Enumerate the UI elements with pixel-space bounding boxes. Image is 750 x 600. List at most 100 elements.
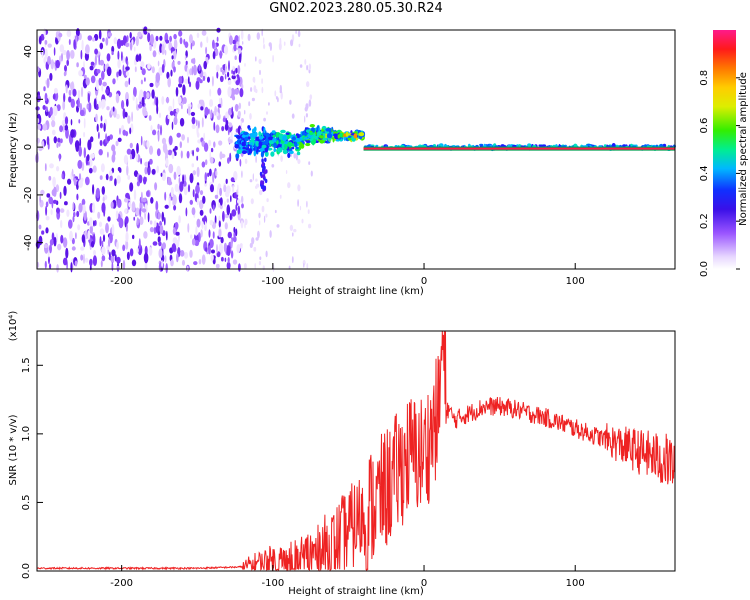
- spectrogram-noise-blob: [234, 103, 239, 112]
- spectrogram-noise-blob: [63, 185, 67, 196]
- x-tick-label: 0: [421, 276, 427, 287]
- spectrogram-noise-blob: [310, 170, 313, 177]
- spectrogram-noise-blob: [92, 255, 97, 267]
- spectrogram-noise-blob: [100, 260, 103, 268]
- spectrogram-noise-blob: [297, 184, 301, 192]
- spectrogram-noise-blob: [287, 182, 291, 189]
- spectrogram-signal-blob: [258, 141, 263, 148]
- spectrogram-signal-blob: [287, 152, 291, 159]
- spectrogram-noise-blob: [100, 115, 103, 122]
- spectrogram-noise-blob: [129, 41, 133, 51]
- spectrogram-noise-blob: [216, 36, 219, 42]
- spectrogram-noise-blob: [192, 57, 196, 65]
- spectrogram-noise-blob: [100, 163, 105, 173]
- spectrogram-noise-blob: [247, 33, 251, 42]
- spectrogram-noise-blob: [101, 186, 106, 195]
- spectrogram-noise-blob: [242, 41, 244, 45]
- spectrogram-noise-blob: [176, 132, 181, 138]
- spectrogram-noise-blob: [48, 196, 53, 205]
- spectrogram-noise-blob: [236, 213, 239, 217]
- spectrogram-noise-blob: [218, 228, 222, 238]
- snr-series-line: [36, 330, 676, 573]
- spectrogram-noise-blob: [306, 200, 308, 208]
- spectrogram-noise-blob: [175, 108, 180, 113]
- spectrogram-noise-blob: [185, 60, 188, 65]
- spectrogram-noise-blob: [67, 178, 72, 185]
- spectrogram-noise-blob: [101, 202, 106, 213]
- spectrogram-noise-blob: [77, 224, 81, 231]
- spectrogram-noise-blob: [128, 77, 131, 86]
- spectrogram-noise-blob: [173, 39, 178, 50]
- spectrogram-signal-blob: [332, 137, 335, 143]
- spectrogram-noise-blob: [200, 41, 203, 48]
- spectrogram-signal-blob: [262, 185, 266, 191]
- spectrogram-noise-blob: [215, 64, 220, 72]
- spectrogram-noise-blob: [85, 77, 90, 86]
- spectrogram-noise-blob: [111, 249, 116, 257]
- spectrogram-noise-blob: [90, 241, 95, 248]
- spectrogram-noise-blob: [92, 184, 95, 195]
- spectrogram-noise-blob: [175, 231, 180, 236]
- spectrogram-noise-blob: [147, 63, 151, 70]
- spectrogram-noise-blob: [63, 123, 65, 133]
- spectrogram-noise-blob: [259, 256, 262, 261]
- spectrogram-noise-blob: [65, 247, 69, 259]
- spectrogram-noise-blob: [244, 63, 246, 67]
- spectrogram-noise-field: [35, 26, 313, 274]
- snr-panel: -200 -100 0 100 0.0 0.5 1.0 1.5 Height of stra…: [8, 311, 676, 597]
- spectrogram-signal-blob: [303, 137, 310, 140]
- spectrogram-signal-blob: [273, 142, 277, 149]
- spectrogram-noise-blob: [92, 202, 96, 214]
- spectrogram-noise-blob: [227, 126, 230, 136]
- spectrogram-noise-blob: [56, 166, 60, 172]
- spectrogram-noise-blob: [238, 102, 242, 110]
- spectrogram-noise-blob: [80, 86, 84, 98]
- spectrogram-noise-blob: [158, 66, 163, 76]
- spectrogram-noise-blob: [201, 161, 206, 168]
- spectrogram-noise-blob: [165, 157, 169, 167]
- y-tick-label: 0.5: [21, 494, 32, 510]
- spectrogram-frame: [36, 29, 676, 270]
- spectrogram-noise-blob: [238, 34, 240, 43]
- spectrogram-noise-blob: [114, 178, 117, 187]
- spectrogram-noise-blob: [77, 97, 80, 109]
- spectrogram-noise-blob: [244, 218, 248, 225]
- spectrogram-noise-blob: [225, 119, 229, 126]
- spectrogram-noise-blob: [140, 158, 143, 165]
- spectrogram-noise-blob: [129, 127, 132, 135]
- spectrogram-noise-blob: [45, 227, 49, 234]
- spectrogram-noise-blob: [132, 234, 135, 240]
- spectrogram-noise-blob: [190, 42, 193, 50]
- spectrogram-noise-blob: [89, 217, 93, 227]
- spectrogram-noise-blob: [214, 194, 219, 199]
- spectrogram-noise-blob: [212, 204, 215, 211]
- spectrogram-noise-blob: [188, 81, 192, 88]
- spectrogram-signal-blob: [245, 142, 248, 146]
- spectrogram-noise-blob: [98, 77, 102, 86]
- spectrogram-noise-blob: [102, 234, 106, 242]
- spectrogram-noise-blob: [138, 238, 141, 250]
- spectrogram-noise-blob: [182, 174, 185, 185]
- colorbar-tick-label: 0.4: [699, 165, 710, 181]
- spectrogram-noise-blob: [164, 204, 169, 209]
- spectrogram-signal-blob: [285, 132, 290, 135]
- spectrogram-noise-blob: [196, 166, 200, 178]
- spectrogram-noise-blob: [224, 73, 227, 80]
- spectrogram-noise-blob: [210, 147, 214, 153]
- spectrogram-signal-blob: [264, 150, 269, 157]
- spectrogram-noise-blob: [184, 41, 189, 48]
- spectrogram-noise-blob: [172, 98, 175, 109]
- spectrogram-noise-blob: [66, 50, 70, 61]
- spectrogram-noise-blob: [187, 184, 191, 193]
- spectrogram-noise-blob: [204, 106, 209, 116]
- spectrogram-noise-blob: [70, 129, 75, 138]
- spectrogram-noise-blob: [224, 222, 228, 230]
- spectrogram-noise-blob: [126, 251, 130, 261]
- spectrogram-noise-blob: [221, 256, 224, 262]
- spectrogram-noise-blob: [178, 76, 183, 85]
- spectrogram-noise-blob: [199, 190, 204, 196]
- spectrogram-noise-blob: [212, 172, 215, 183]
- spectrogram-noise-blob: [143, 231, 148, 239]
- spectrogram-noise-blob: [185, 207, 188, 217]
- spectrogram-noise-blob: [283, 41, 286, 46]
